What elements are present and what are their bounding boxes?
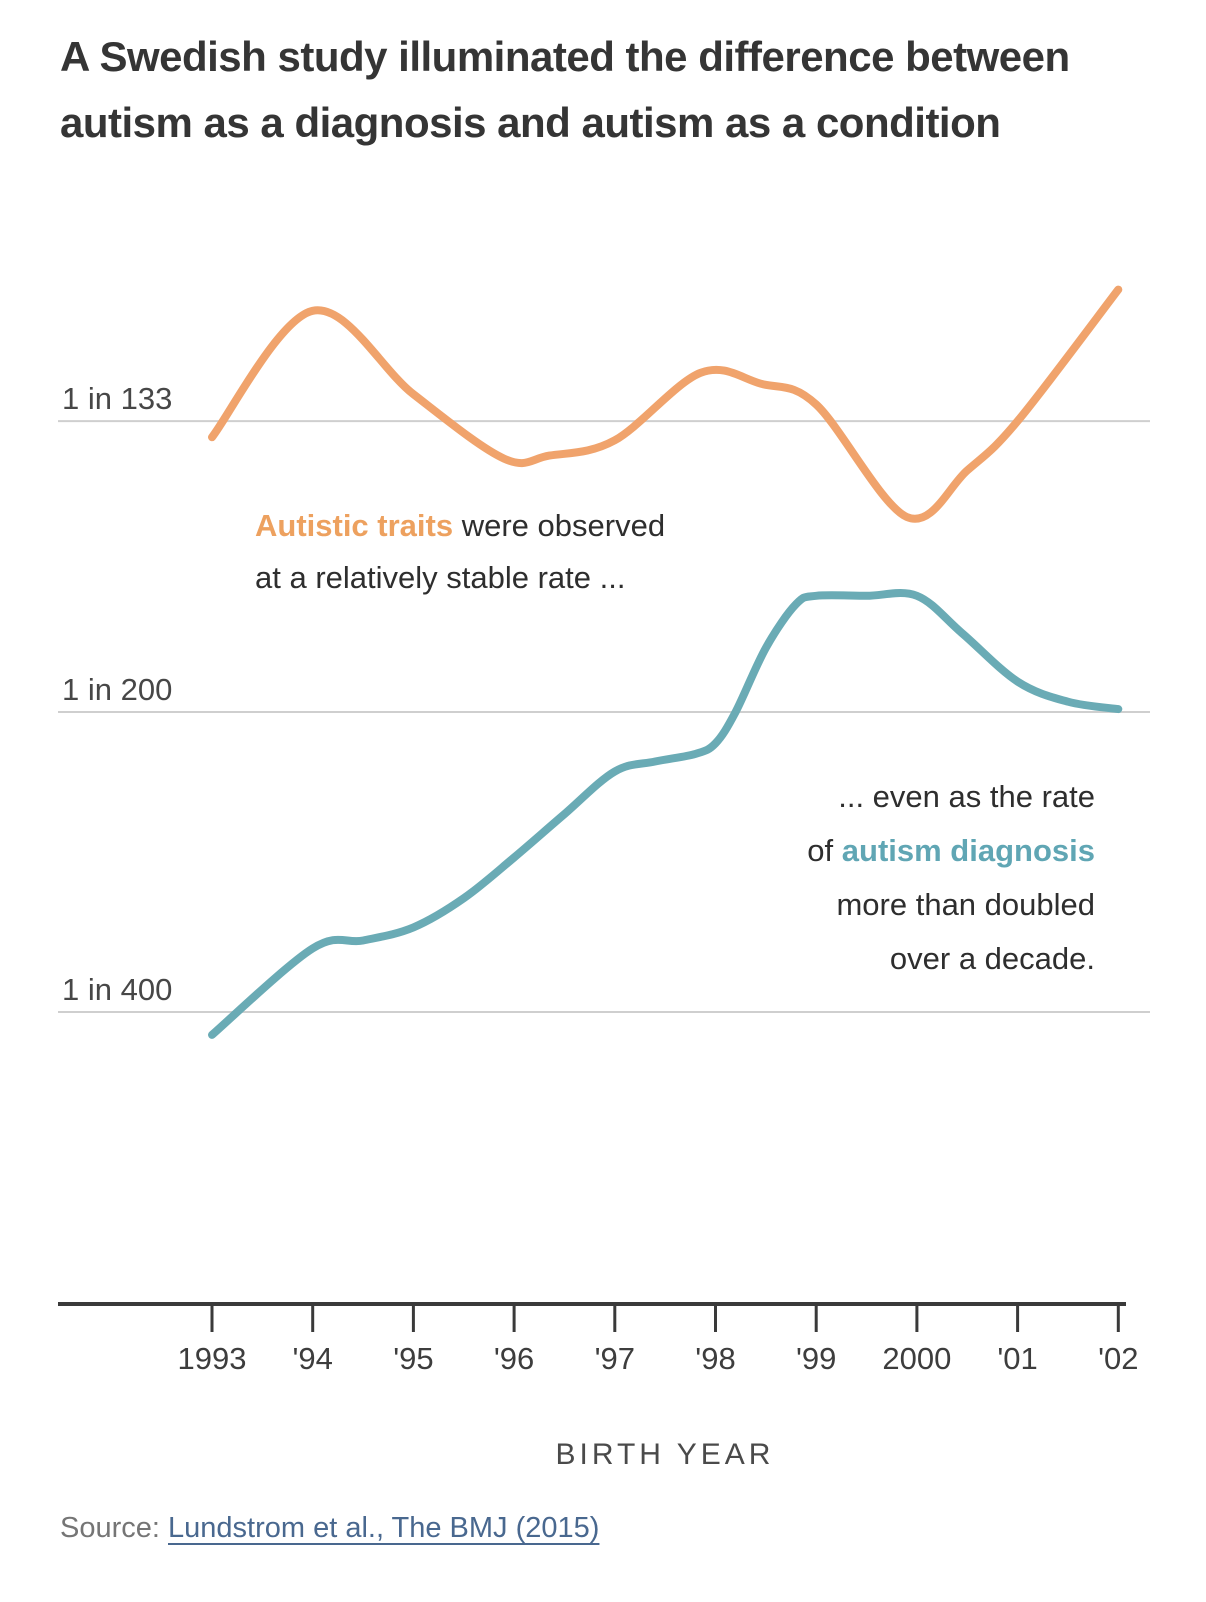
annotation-autistic-traits: Autistic traits were observed at a relat… xyxy=(255,500,665,604)
x-tick-label: '95 xyxy=(393,1341,434,1376)
x-tick-label: 2000 xyxy=(882,1341,952,1376)
x-tick-label: '99 xyxy=(795,1341,837,1376)
source-prefix: Source: xyxy=(60,1512,168,1544)
x-tick-label: '97 xyxy=(594,1341,635,1376)
x-tick-label: '01 xyxy=(997,1341,1038,1376)
x-tick-label: '96 xyxy=(493,1341,535,1376)
source-link[interactable]: Lundstrom et al., The BMJ (2015) xyxy=(168,1512,600,1544)
source-line: Source: Lundstrom et al., The BMJ (2015) xyxy=(60,1512,599,1545)
annotation-autism-diagnosis: ... even as the rate of autism diagnosis… xyxy=(807,770,1095,986)
series-line-autism-diagnosis xyxy=(208,589,1123,1039)
annotation-diagnosis-line3: more than doubled xyxy=(836,887,1095,922)
annotation-diagnosis-highlight: autism diagnosis xyxy=(841,833,1095,868)
x-tick-label: 1993 xyxy=(177,1341,247,1376)
y-axis-label: 1 in 400 xyxy=(62,972,173,1007)
x-tick-label: '98 xyxy=(695,1341,736,1376)
annotation-diagnosis-line1: ... even as the rate xyxy=(838,779,1095,814)
chart-title: A Swedish study illuminated the differen… xyxy=(60,33,1070,146)
annotation-diagnosis-line4: over a decade. xyxy=(889,941,1095,976)
annotation-traits-highlight: Autistic traits xyxy=(255,508,454,543)
annotation-traits-text-line2: at a relatively stable rate ... xyxy=(255,560,626,595)
x-tick-label: '02 xyxy=(1098,1341,1139,1376)
annotation-traits-text: were observed xyxy=(453,508,666,543)
y-axis-label: 1 in 133 xyxy=(62,381,173,417)
annotation-diagnosis-line2-prefix: of xyxy=(807,833,842,868)
x-tick-label: '94 xyxy=(292,1341,333,1376)
series-line-autistic-traits xyxy=(208,285,1123,523)
y-axis-label: 1 in 200 xyxy=(62,672,173,707)
x-axis-title: BIRTH YEAR xyxy=(555,1438,775,1471)
